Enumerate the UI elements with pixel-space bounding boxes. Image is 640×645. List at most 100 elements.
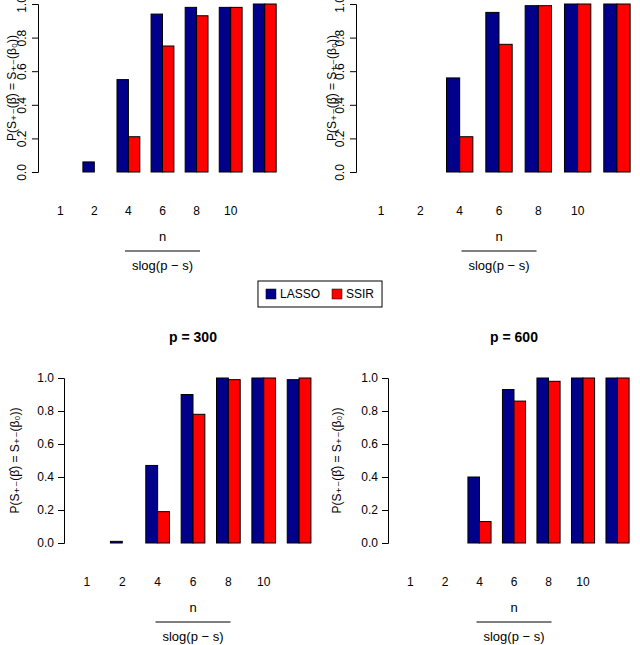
bar <box>525 6 538 172</box>
tick-label: 8 <box>535 204 542 218</box>
tick: 4 <box>154 575 161 589</box>
tick: 10 <box>224 204 238 218</box>
bar <box>468 477 480 543</box>
fraction-bar <box>125 251 200 252</box>
tick-label: 0.0 <box>333 164 347 181</box>
tick-mark <box>382 411 388 412</box>
tick-mark <box>350 4 356 5</box>
tick-label: 1 <box>407 575 414 589</box>
tick: 0.6 <box>37 437 64 451</box>
tick: 0.0 <box>333 164 356 181</box>
tick: 1.0 <box>361 371 388 385</box>
tick-label: 6 <box>496 204 503 218</box>
tick-mark <box>382 543 388 544</box>
bar <box>49 172 60 173</box>
axis-title: slog(p − s) <box>162 629 223 644</box>
title: p = 300 <box>169 329 217 345</box>
axis-title: P(S₊₋(β̂) = S₊₋(β₀)) <box>330 408 344 514</box>
bar <box>75 543 87 544</box>
tick-label: 8 <box>225 575 232 589</box>
tick: 8 <box>193 204 200 218</box>
axis-title: n <box>510 600 517 615</box>
tick-mark <box>382 378 388 379</box>
tick-label: 1.0 <box>333 0 347 13</box>
figure: 0.0 0.2 0.4 0.6 0.8 1.0 1 2 4 6 8 10 P(S₊₋(β̂) = S₊₋… <box>0 0 640 645</box>
tick-label: 10 <box>224 204 238 218</box>
tick-label: 0.0 <box>361 536 378 550</box>
tick-label: 4 <box>476 575 483 589</box>
tick: 10 <box>257 575 271 589</box>
tick: 0.2 <box>361 503 388 517</box>
tick: 0.8 <box>37 404 64 418</box>
tick-label: 8 <box>193 204 200 218</box>
axis-title: slog(p − s) <box>468 258 529 273</box>
bar <box>94 172 105 173</box>
panel: 0.00.20.40.60.81.01246810P(S₊₋(β̂) = S₊₋… <box>325 0 630 273</box>
bar <box>499 44 512 172</box>
axis-line <box>382 379 389 544</box>
bar <box>486 12 499 172</box>
tick: 0.2 <box>37 503 64 517</box>
tick: 1 <box>378 204 385 218</box>
bar <box>502 390 514 543</box>
bar <box>287 380 299 543</box>
bar <box>231 7 242 172</box>
tick: 2 <box>417 204 424 218</box>
tick: 2 <box>91 204 98 218</box>
bar <box>445 543 457 544</box>
tick-mark <box>58 477 64 478</box>
tick-label: 2 <box>442 575 449 589</box>
tick-mark <box>382 477 388 478</box>
tick-label: 0.2 <box>361 503 378 517</box>
bar <box>460 137 473 172</box>
bar <box>410 543 422 544</box>
bars <box>447 4 631 172</box>
tick-mark <box>350 105 356 106</box>
bar <box>583 378 595 543</box>
bar <box>299 378 311 543</box>
tick-label: 10 <box>571 204 585 218</box>
axis-line <box>350 5 357 173</box>
tick-label: 0.2 <box>37 503 54 517</box>
tick: 1 <box>84 575 91 589</box>
legend-label: SSIR <box>346 287 374 301</box>
bar <box>146 465 158 543</box>
tick-label: 8 <box>545 575 552 589</box>
tick-label: 0.4 <box>361 470 378 484</box>
tick-mark <box>58 378 64 379</box>
tick-mark <box>32 4 38 5</box>
bar <box>368 172 381 173</box>
axis-line <box>32 5 39 173</box>
bar <box>87 543 99 544</box>
axis-title: P(S₊₋(β̂) = S₊₋(β₀)) <box>5 35 19 141</box>
bar <box>538 6 551 172</box>
tick-mark <box>58 411 64 412</box>
fraction-bar <box>461 251 536 252</box>
tick-label: 2 <box>417 204 424 218</box>
legend: LASSOSSIR <box>258 281 382 307</box>
bar <box>479 522 491 543</box>
bar <box>578 4 591 172</box>
fraction-bar <box>155 622 230 623</box>
y-axis: 0.00.20.40.60.81.0 <box>37 371 64 550</box>
tick: 1.0 <box>333 0 356 13</box>
x-axis: 1246810 <box>84 575 271 589</box>
x-axis: 1246810 <box>407 575 590 589</box>
bar <box>571 378 583 543</box>
tick-label: 1 <box>84 575 91 589</box>
bar <box>197 16 208 172</box>
bar <box>604 4 617 172</box>
tick: 1.0 <box>37 371 64 385</box>
tick-label: 0.8 <box>361 404 378 418</box>
tick: 10 <box>576 575 590 589</box>
tick-mark <box>350 71 356 72</box>
tick: 0.4 <box>37 470 64 484</box>
bar <box>83 162 94 172</box>
tick-label: 2 <box>119 575 126 589</box>
tick-label: 6 <box>159 204 166 218</box>
tick-label: 4 <box>125 204 132 218</box>
tick: 0.0 <box>15 164 38 181</box>
tick-mark <box>58 444 64 445</box>
bar <box>110 541 122 543</box>
tick-label: 4 <box>456 204 463 218</box>
